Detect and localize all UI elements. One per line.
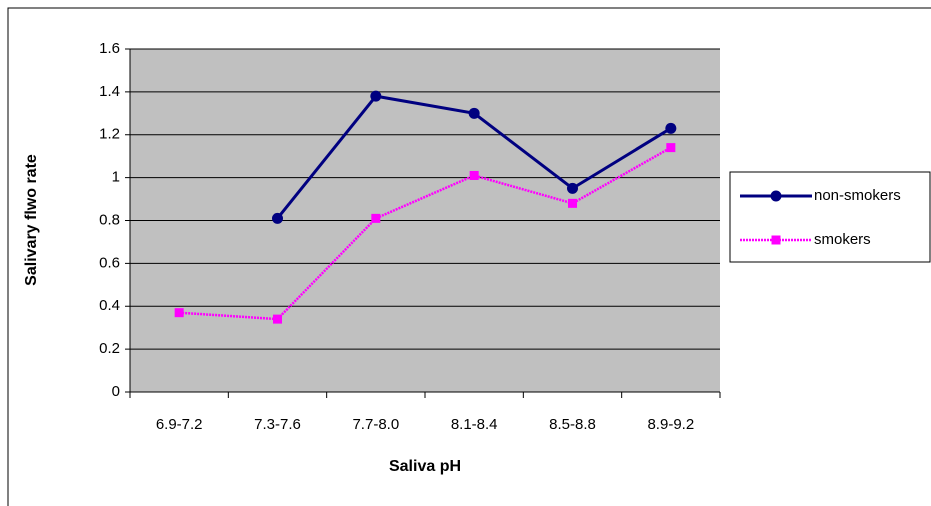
- marker: [371, 213, 381, 223]
- marker: [468, 107, 480, 119]
- series-line: [179, 146, 672, 321]
- legend-label: non-smokers: [814, 187, 901, 204]
- y-tick-label: 0.8: [99, 211, 120, 228]
- marker: [771, 235, 781, 245]
- marker: [273, 314, 282, 324]
- chart-border: [7, 7, 931, 506]
- legend-label: smokers: [814, 231, 871, 248]
- marker: [568, 198, 577, 208]
- x-tick-label: 8.5-8.8: [549, 416, 596, 433]
- x-tick-label: 8.9-9.2: [647, 416, 694, 433]
- marker: [666, 143, 676, 153]
- x-tick-label: 6.9-7.2: [156, 416, 203, 433]
- marker: [370, 90, 382, 102]
- marker: [272, 212, 283, 224]
- marker: [665, 122, 677, 134]
- y-tick-label: 1.2: [99, 126, 120, 143]
- x-axis-title: Saliva pH: [389, 458, 461, 475]
- y-tick-label: 1.4: [99, 83, 120, 100]
- y-tick-label: 0.6: [99, 254, 120, 271]
- x-tick-label: 8.1-8.4: [451, 416, 498, 433]
- marker: [770, 190, 782, 202]
- y-tick-label: 0: [112, 383, 120, 400]
- marker: [567, 182, 578, 194]
- y-axis-title: Salivary flwo rate: [23, 154, 40, 286]
- y-tick-label: 0.4: [99, 297, 120, 314]
- y-tick-label: 1.6: [99, 40, 120, 57]
- x-tick-label: 7.7-8.0: [352, 416, 399, 433]
- marker: [469, 170, 479, 180]
- marker: [174, 308, 184, 318]
- y-tick-label: 0.2: [99, 340, 120, 357]
- y-tick-label: 1: [112, 169, 120, 186]
- x-tick-label: 7.3-7.6: [254, 416, 301, 433]
- legend-box: [729, 171, 931, 263]
